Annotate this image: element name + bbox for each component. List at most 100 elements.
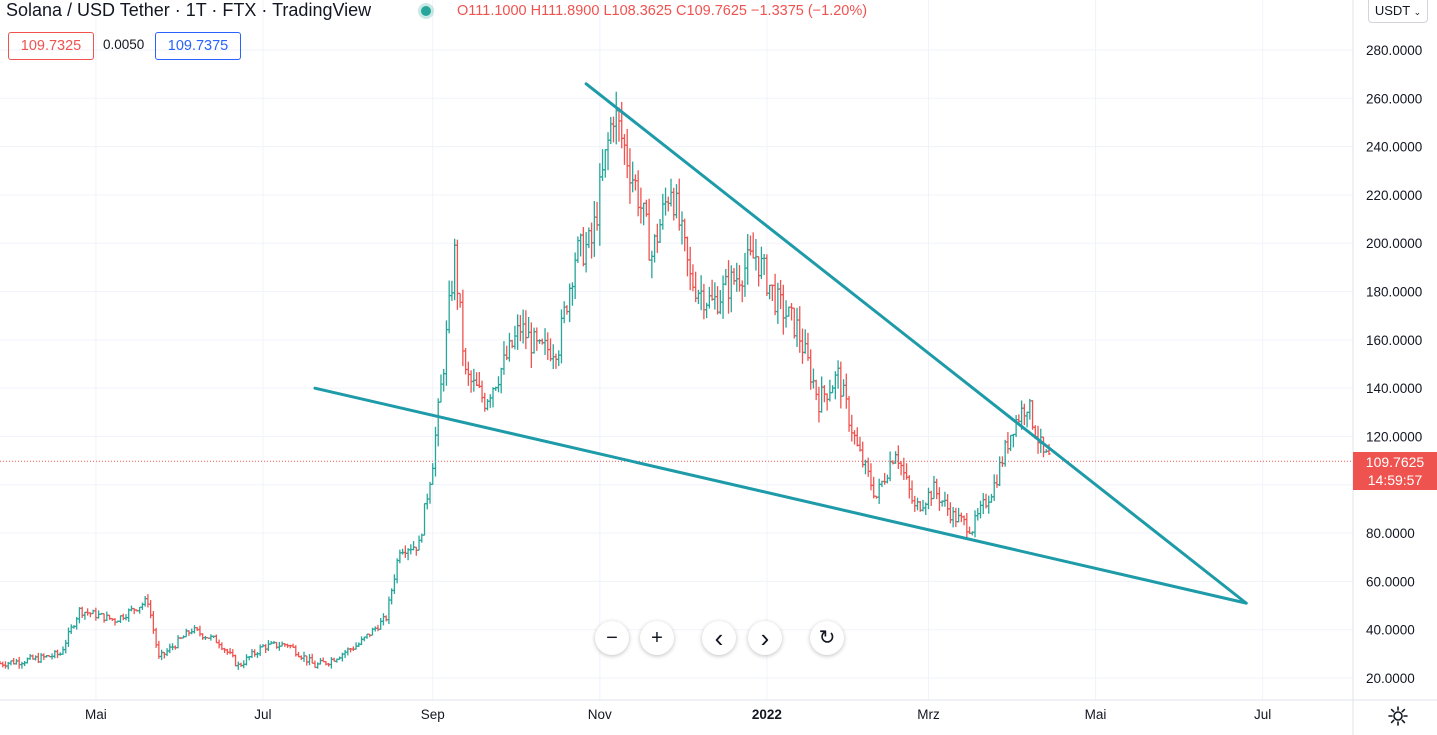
ohlc-bar [151, 611, 155, 634]
ohlc-bar [825, 393, 829, 411]
ohlc-bar [957, 507, 961, 523]
ohlc-bar [31, 654, 35, 660]
ohlc-bar [231, 649, 235, 658]
ohlc-bar [647, 198, 651, 261]
ohlc-bar [220, 642, 224, 651]
last-price-tag: 109.7625 14:59:57 [1353, 452, 1437, 490]
scroll-left-button[interactable]: ‹ [702, 621, 736, 655]
ohlc-bar [9, 660, 13, 666]
ohlc-bar [836, 360, 840, 389]
ohlc-bar [494, 386, 498, 391]
ohlc-bar [751, 232, 755, 259]
ohlc-bar [96, 610, 101, 619]
ohlc-bar [264, 644, 268, 654]
ohlc-bar [116, 620, 120, 623]
ohlc-bar [661, 193, 665, 230]
ohlc-bar [721, 275, 725, 319]
ohlc-bar [817, 386, 821, 423]
ohlc-bar [91, 609, 95, 615]
ohlc-bar [80, 606, 84, 618]
ohlc-bar [535, 327, 539, 351]
ohlc-bar [899, 461, 903, 476]
ohlc-bar [255, 652, 260, 658]
ohlc-bar [546, 332, 550, 360]
ohlc-bar [918, 500, 922, 512]
ohlc-bar [642, 202, 646, 226]
bid-price[interactable]: 109.7325 [8, 32, 94, 60]
ohlc-values: O111.1000 H111.8900 L108.3625 C109.7625 … [457, 3, 868, 19]
ohlc-bar [705, 302, 709, 319]
x-tick-label: Sep [421, 707, 445, 722]
ohlc-bar [225, 648, 229, 655]
chart-grid [0, 0, 1353, 700]
ohlc-bar [107, 614, 112, 620]
ohlc-bar [420, 533, 424, 543]
ohlc-bar [524, 310, 528, 350]
zoom-out-button[interactable]: − [595, 621, 629, 655]
ohlc-bar [135, 609, 139, 612]
ohlc-bar [425, 493, 429, 510]
ohlc-bar [631, 161, 635, 193]
ohlc-bar [863, 459, 868, 475]
ohlc-bar [266, 640, 271, 652]
ohlc-bar [455, 239, 459, 310]
ohlc-bar [154, 627, 158, 648]
ohlc-bar [406, 548, 410, 561]
ohlc-bar [338, 656, 342, 660]
ohlc-bar [310, 653, 314, 664]
ohlc-bar [436, 398, 440, 447]
x-tick-label: Jul [1254, 707, 1271, 722]
ohlc-bar [217, 639, 221, 649]
ohlc-bar [348, 647, 353, 653]
ohlc-bar [36, 652, 40, 663]
chevron-down-icon: ⌄ [1413, 7, 1422, 17]
symbol-title[interactable]: Solana / USD Tether · 1T · FTX · Trading… [6, 0, 372, 20]
ohlc-bar [83, 611, 87, 620]
ohlc-bar [480, 380, 484, 403]
ohlc-bar [639, 187, 643, 224]
ohlc-bar [343, 649, 347, 658]
ohlc-bar [362, 636, 366, 642]
ohlc-bar [359, 636, 364, 646]
ohlc-bar [932, 475, 936, 500]
ask-price[interactable]: 109.7375 [155, 32, 241, 60]
ohlc-bar [954, 507, 958, 528]
currency-selector[interactable]: USDT ⌄ [1368, 0, 1428, 23]
ohlc-bar [477, 371, 481, 388]
reset-button[interactable]: ↻ [810, 621, 844, 655]
ohlc-bar [277, 641, 281, 651]
ohlc-bar [726, 260, 731, 314]
ohlc-bar [663, 187, 668, 216]
ohlc-bar [951, 506, 955, 528]
ohlc-bar [929, 490, 933, 507]
gear-icon[interactable] [1386, 704, 1410, 728]
ohlc-bar [302, 651, 306, 663]
ohlc-bar [913, 495, 917, 512]
ohlc-bar [411, 541, 416, 551]
ohlc-bar [469, 370, 473, 393]
ohlc-bar [595, 201, 599, 231]
scroll-right-button[interactable]: › [748, 621, 782, 655]
ohlc-bar [707, 286, 711, 309]
ohlc-bar [203, 635, 208, 640]
ohlc-bar [809, 349, 813, 390]
ohlc-bar [124, 614, 128, 621]
ohlc-bar [529, 322, 533, 368]
ohlc-bar [132, 607, 136, 615]
ohlc-bar [485, 398, 490, 411]
ohlc-bar [170, 643, 175, 651]
ohlc-bar [395, 558, 399, 584]
ohlc-bar [669, 178, 673, 207]
ohlc-bar [464, 347, 468, 375]
ohlc-bar [499, 367, 503, 394]
ohlc-bar [414, 546, 418, 556]
ohlc-bar [214, 634, 218, 644]
ohlc-bar [625, 128, 629, 179]
ohlc-bar [69, 624, 73, 635]
ohlc-bar [650, 250, 654, 279]
ohlc-bar [568, 283, 572, 323]
ohlc-bar [422, 502, 427, 536]
zoom-in-button[interactable]: + [640, 621, 674, 655]
ohlc-bar [858, 436, 862, 452]
